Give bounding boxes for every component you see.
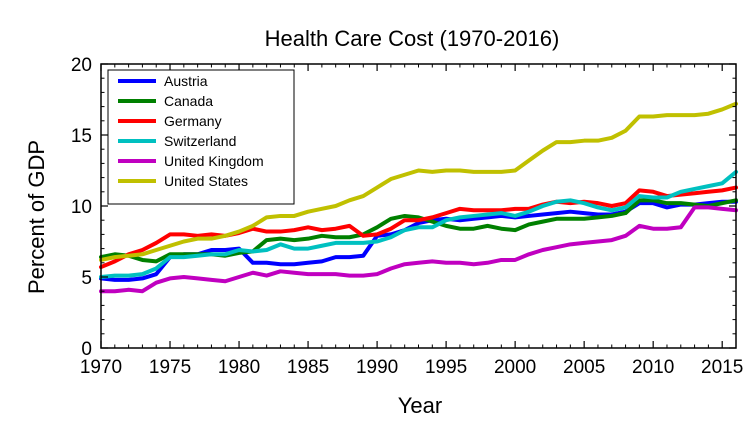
x-tick-label: 2005 xyxy=(563,357,605,378)
legend-label-austria: Austria xyxy=(164,73,208,89)
x-tick-label: 2010 xyxy=(632,357,674,378)
series-layer xyxy=(99,101,738,294)
series-line-canada xyxy=(99,198,738,264)
legend-label-united-kingdom: United Kingdom xyxy=(164,153,264,169)
legend-label-switzerland: Switzerland xyxy=(164,133,236,149)
x-tick-label: 2000 xyxy=(494,357,536,378)
x-tick-label: 1995 xyxy=(425,357,467,378)
series-line-germany xyxy=(99,185,738,270)
chart-title: Health Care Cost (1970-2016) xyxy=(265,26,560,51)
x-tick-label: 1985 xyxy=(287,357,329,378)
x-tick-label: 1975 xyxy=(149,357,191,378)
legend-label-germany: Germany xyxy=(164,113,222,129)
y-tick-label: 0 xyxy=(81,339,92,360)
series-line-united-states xyxy=(99,101,738,262)
y-axis-label: Percent of GDP xyxy=(24,140,49,294)
x-axis-label: Year xyxy=(398,393,442,418)
series-line-switzerland xyxy=(99,169,738,279)
plot-area: 1970 1975 1980 1985 1990 1995 2000 2005 2010 2015… xyxy=(71,55,743,378)
y-tick-label: 20 xyxy=(71,55,92,76)
x-tick-label: 1980 xyxy=(218,357,260,378)
series-line-united-kingdom xyxy=(99,205,738,294)
x-tick-label: 1970 xyxy=(80,357,122,378)
legend-label-united-states: United States xyxy=(164,173,248,189)
y-tick-label: 15 xyxy=(71,126,92,147)
y-axis: 0 5 10 15 20 xyxy=(71,55,736,360)
legend-label-canada: Canada xyxy=(164,93,213,109)
y-tick-label: 5 xyxy=(81,268,92,289)
legend: Austria Canada Germany Switzerland United Ki… xyxy=(107,69,295,205)
x-axis: 1970 1975 1980 1985 1990 1995 2000 2005 2010 2015 xyxy=(80,64,743,378)
x-tick-label: 1990 xyxy=(356,357,398,378)
x-tick-label: 2015 xyxy=(701,357,743,378)
y-tick-label: 10 xyxy=(71,197,92,218)
